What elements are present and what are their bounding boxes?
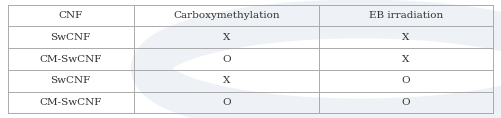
Text: SwCNF: SwCNF (51, 76, 91, 85)
Text: CM-SwCNF: CM-SwCNF (40, 55, 102, 63)
Text: CNF: CNF (59, 11, 83, 20)
Text: Carboxymethylation: Carboxymethylation (173, 11, 280, 20)
Text: O: O (222, 55, 230, 63)
Text: O: O (222, 98, 230, 107)
Text: X: X (402, 33, 410, 42)
Text: CM-SwCNF: CM-SwCNF (40, 98, 102, 107)
Text: X: X (222, 33, 230, 42)
Text: X: X (222, 76, 230, 85)
Text: O: O (402, 98, 410, 107)
Text: O: O (402, 76, 410, 85)
Text: EB irradiation: EB irradiation (369, 11, 443, 20)
Text: X: X (402, 55, 410, 63)
Text: SwCNF: SwCNF (51, 33, 91, 42)
